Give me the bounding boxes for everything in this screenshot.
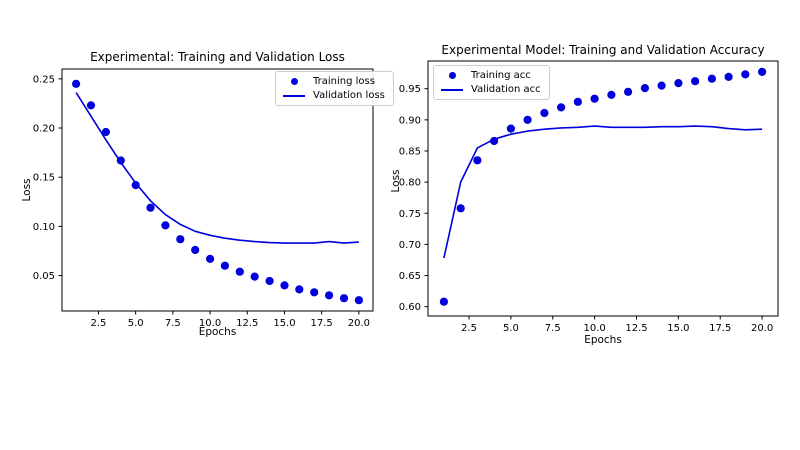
y-tick-label: 0.85 [399, 146, 421, 157]
x-tick-label: 2.5 [461, 323, 477, 334]
training-loss-point [250, 272, 259, 281]
left-chart-ylabel: Loss [21, 178, 33, 202]
training-acc-point [691, 77, 700, 86]
legend-item-validation-loss: Validation loss [283, 90, 385, 101]
line-marker-icon [441, 88, 463, 91]
legend-swatch [283, 94, 305, 97]
training-acc-point [590, 94, 599, 103]
validation-loss-line [75, 92, 359, 244]
legend-swatch [441, 88, 463, 91]
x-tick-label: 15.0 [273, 318, 295, 329]
right-chart-legend: Training acc Validation acc [433, 65, 550, 100]
x-tick-label: 15.0 [667, 323, 689, 334]
axes-frame [61, 68, 374, 312]
training-acc-point [506, 124, 515, 133]
x-tick-label: 2.5 [91, 318, 107, 329]
x-tick-label: 10.0 [199, 318, 221, 329]
y-tick-label: 0.95 [399, 84, 421, 95]
training-loss-point [325, 291, 334, 300]
right-chart-xlabel: Epochs [584, 334, 622, 346]
training-acc-point [456, 204, 465, 213]
dot-marker-icon [290, 78, 298, 85]
training-loss-point [161, 221, 170, 230]
x-tick-label: 7.5 [545, 323, 561, 334]
training-loss-point [72, 79, 81, 88]
training-loss-point [206, 254, 215, 263]
x-tick-label: 17.5 [709, 323, 731, 334]
x-tick-label: 12.5 [236, 318, 258, 329]
training-loss-point [176, 235, 185, 244]
training-acc-point [758, 67, 767, 76]
legend-label-validation-loss: Validation loss [313, 90, 385, 101]
y-tick-label: 0.20 [33, 124, 55, 135]
training-loss-point [86, 101, 96, 110]
legend-label-training-loss: Training loss [313, 76, 375, 87]
y-tick-label: 0.70 [399, 240, 421, 251]
x-tick-label: 7.5 [165, 318, 181, 329]
legend-item-validation-acc: Validation acc [441, 84, 541, 95]
left-chart-legend: Training loss Validation loss [275, 71, 394, 106]
legend-label-training-acc: Training acc [471, 70, 531, 81]
training-loss-point [310, 288, 319, 297]
legend-swatch [283, 78, 305, 85]
x-tick-label: 17.5 [311, 318, 333, 329]
training-acc-point [624, 87, 633, 96]
validation-acc-line [443, 125, 763, 259]
y-tick-label: 0.80 [399, 178, 421, 189]
y-tick-label: 0.75 [399, 209, 421, 220]
training-acc-point [557, 103, 566, 112]
training-acc-point [473, 156, 482, 165]
left-chart-title: Experimental: Training and Validation Lo… [90, 50, 345, 64]
y-tick-label: 0.90 [399, 115, 421, 126]
y-tick-label: 0.65 [399, 271, 421, 282]
y-tick-label: 0.15 [33, 173, 55, 184]
dot-marker-icon [448, 72, 456, 79]
training-acc-point [540, 108, 549, 118]
training-loss-point [101, 127, 110, 137]
training-acc-point [640, 84, 650, 93]
legend-item-training-acc: Training acc [441, 70, 541, 81]
line-marker-icon [283, 94, 305, 97]
training-acc-point [674, 79, 683, 88]
y-tick-label: 0.25 [33, 74, 55, 85]
y-tick-label: 0.10 [33, 222, 55, 233]
training-loss-point [191, 245, 200, 255]
training-acc-point [573, 97, 583, 106]
x-tick-label: 10.0 [583, 323, 605, 334]
x-tick-label: 20.0 [751, 323, 773, 334]
training-acc-point [439, 297, 448, 306]
training-loss-point [339, 294, 349, 303]
x-tick-label: 5.0 [128, 318, 144, 329]
training-loss-point [265, 276, 274, 286]
training-acc-point [523, 115, 532, 124]
training-loss-point [146, 203, 155, 212]
axes-frame [427, 60, 779, 317]
training-loss-point [131, 181, 140, 190]
training-acc-point [657, 81, 666, 90]
training-loss-point [354, 296, 363, 305]
left-chart-xlabel: Epochs [198, 326, 237, 338]
training-loss-point [220, 261, 229, 270]
right-chart-ylabel: Loss [390, 169, 402, 193]
legend-swatch [441, 72, 463, 79]
training-acc-point [741, 70, 750, 79]
right-chart-title: Experimental Model: Training and Validat… [441, 43, 765, 57]
training-loss-point [295, 285, 304, 294]
training-loss-point [280, 281, 289, 290]
y-tick-label: 0.60 [399, 302, 421, 313]
legend-item-training-loss: Training loss [283, 76, 385, 87]
x-tick-label: 20.0 [348, 318, 370, 329]
training-acc-point [707, 74, 717, 83]
training-loss-point [235, 267, 244, 276]
x-tick-label: 12.5 [625, 323, 647, 334]
training-acc-point [724, 72, 733, 81]
legend-label-validation-acc: Validation acc [471, 84, 541, 95]
training-acc-point [607, 90, 616, 99]
y-tick-label: 0.05 [33, 271, 55, 282]
x-tick-label: 5.0 [503, 323, 519, 334]
